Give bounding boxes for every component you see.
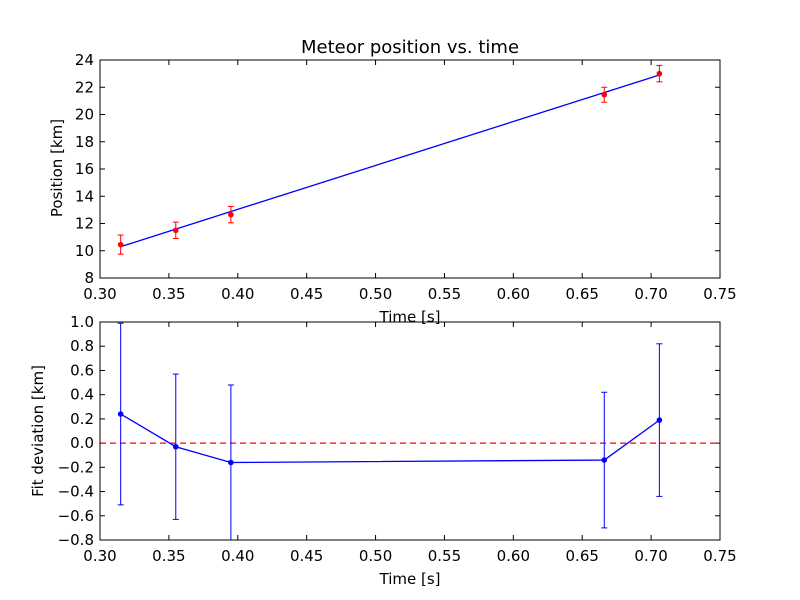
deviation-chart: Time [s] Fit deviation [km] 0.30 0.35 0.40… xyxy=(29,313,737,588)
deviation-ytick-label: −0.2 xyxy=(58,458,94,476)
deviation-ytick-label: −0.6 xyxy=(58,507,94,525)
position-ytick-label: 18 xyxy=(75,133,94,151)
deviation-xtick-label: 0.75 xyxy=(703,547,736,565)
position-chart-xlabel: Time [s] xyxy=(379,308,441,326)
deviation-ytick-label: 0.0 xyxy=(70,434,94,452)
position-xtick-label: 0.50 xyxy=(359,285,392,303)
position-xtick-label: 0.70 xyxy=(634,285,667,303)
deviation-data-point xyxy=(172,443,179,450)
position-ytick-label: 8 xyxy=(84,269,94,287)
deviation-ytick-label: −0.8 xyxy=(58,531,94,549)
position-data-point xyxy=(601,91,608,98)
deviation-xtick-label: 0.55 xyxy=(428,547,461,565)
position-ytick-label: 10 xyxy=(75,242,94,260)
position-ytick-label: 22 xyxy=(75,78,94,96)
deviation-ytick-label: 0.6 xyxy=(70,361,94,379)
deviation-data-point xyxy=(228,459,234,466)
deviation-xtick-label: 0.70 xyxy=(634,547,667,565)
position-data-point xyxy=(656,70,663,77)
position-ytick-label: 16 xyxy=(75,160,94,178)
deviation-xtick-label: 0.50 xyxy=(359,547,392,565)
deviation-xtick-label: 0.45 xyxy=(290,547,323,565)
deviation-data-point xyxy=(117,411,124,417)
position-xtick-label: 0.35 xyxy=(152,285,185,303)
deviation-xtick-label: 0.60 xyxy=(497,547,530,565)
position-ytick-label: 24 xyxy=(75,51,94,69)
position-xtick-label: 0.55 xyxy=(428,285,461,303)
position-xtick-label: 0.65 xyxy=(566,285,599,303)
position-ytick-label: 20 xyxy=(75,106,94,124)
position-xtick-label: 0.60 xyxy=(497,285,530,303)
deviation-chart-ylabel: Fit deviation [km] xyxy=(29,365,47,497)
position-chart-ylabel: Position [km] xyxy=(48,119,66,217)
position-xtick-label: 0.30 xyxy=(83,285,116,303)
deviation-xtick-label: 0.30 xyxy=(83,547,116,565)
deviation-series-line xyxy=(120,413,660,464)
position-series-line xyxy=(120,74,660,248)
position-data-point xyxy=(117,241,124,248)
deviation-xtick-label: 0.40 xyxy=(221,547,254,565)
position-chart-title: Meteor position vs. time xyxy=(301,37,519,58)
position-chart: Meteor position vs. time Time [s] Positi… xyxy=(48,37,737,326)
deviation-xtick-label: 0.35 xyxy=(152,547,185,565)
deviation-chart-xlabel: Time [s] xyxy=(379,570,441,588)
position-data-point xyxy=(172,227,179,234)
deviation-data-point xyxy=(601,457,608,463)
deviation-data-point xyxy=(656,417,663,423)
deviation-xtick-label: 0.65 xyxy=(566,547,599,565)
position-plot-frame xyxy=(99,59,721,279)
position-ytick-label: 12 xyxy=(75,215,94,233)
position-xtick-label: 0.75 xyxy=(703,285,736,303)
deviation-ytick-label: 0.2 xyxy=(70,410,94,428)
position-ytick-label: 14 xyxy=(75,187,94,205)
position-xtick-label: 0.40 xyxy=(221,285,254,303)
deviation-plot-frame xyxy=(99,321,721,541)
deviation-ytick-label: 0.8 xyxy=(70,337,94,355)
position-xtick-label: 0.45 xyxy=(290,285,323,303)
deviation-ytick-label: 1.0 xyxy=(70,313,94,331)
deviation-ytick-label: −0.4 xyxy=(58,483,94,501)
deviation-ytick-label: 0.4 xyxy=(70,386,94,404)
position-data-point xyxy=(228,211,234,218)
